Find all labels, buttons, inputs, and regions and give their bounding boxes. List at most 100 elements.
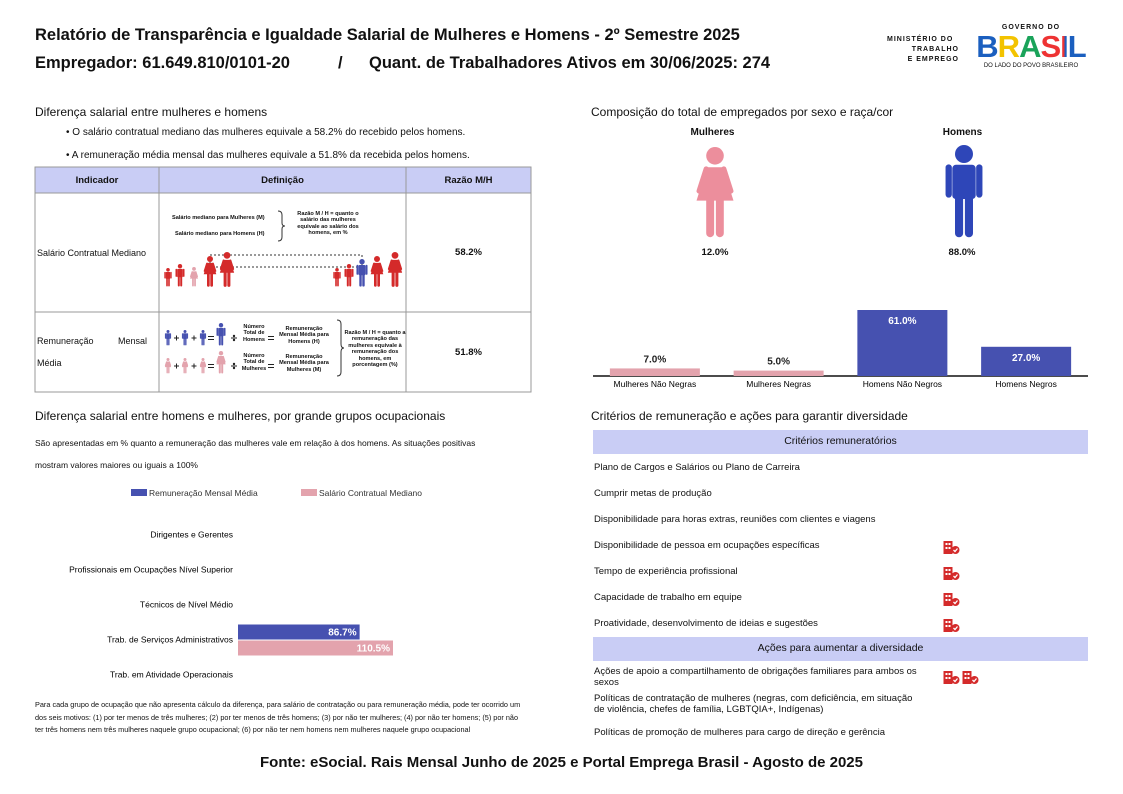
icon xyxy=(943,566,960,580)
person-icon xyxy=(387,252,403,287)
legs xyxy=(192,277,196,287)
section-title: Diferença salarial entre homens e mulher… xyxy=(35,409,446,423)
person-icon xyxy=(190,267,198,287)
operator xyxy=(191,363,197,369)
plus xyxy=(191,363,197,369)
ministry-line: TRABALHO xyxy=(911,46,959,53)
legs xyxy=(183,338,187,346)
legs xyxy=(706,194,724,238)
legs xyxy=(374,272,380,287)
plus xyxy=(174,363,179,369)
diagram-text: Razão M / H = quanto o salário das mulhe… xyxy=(297,211,359,237)
diagram-text: Salário mediano para Homens (H) xyxy=(175,231,265,237)
legs xyxy=(201,338,205,346)
legs xyxy=(223,270,231,287)
bar xyxy=(238,624,360,640)
legs xyxy=(955,193,973,238)
head xyxy=(391,252,399,259)
dot xyxy=(232,366,236,370)
value-label: 61.0% xyxy=(888,316,916,327)
bar xyxy=(857,310,948,376)
person-icon xyxy=(219,252,235,287)
criterion: Tempo de experiência profissional xyxy=(594,566,738,577)
person-icon xyxy=(216,323,226,346)
legs xyxy=(359,273,365,287)
body xyxy=(952,164,976,199)
icon xyxy=(962,670,979,684)
head xyxy=(374,256,380,262)
subtitle: São apresentadas em % quanto a remuneraç… xyxy=(35,438,476,470)
person-icon xyxy=(356,259,368,287)
arms xyxy=(199,333,207,339)
row-label: Remuneração Mensal Média xyxy=(37,336,147,368)
legs xyxy=(177,275,183,287)
equals xyxy=(268,364,274,368)
actions-header-bg xyxy=(593,637,1088,661)
bullet: • A remuneração média mensal das mulhere… xyxy=(66,150,470,161)
operator xyxy=(191,335,197,341)
legs xyxy=(166,277,170,287)
legend-swatch xyxy=(301,489,317,496)
x-tick-label: Homens Não Negros xyxy=(863,379,942,389)
section-title: Composição do total de empregados por se… xyxy=(591,105,894,119)
head xyxy=(218,351,224,356)
head xyxy=(706,147,724,165)
icon xyxy=(943,592,960,606)
diagram-text: Salário mediano para Mulheres (M) xyxy=(172,215,265,221)
ratio: 51.8% xyxy=(455,346,482,358)
dot xyxy=(232,362,236,366)
icon xyxy=(943,670,960,684)
dot xyxy=(232,334,236,338)
arms xyxy=(216,327,226,336)
y-tick-label: Técnicos de Nível Médio xyxy=(140,600,233,610)
gov-sub: DO LADO DO POVO BRASILEIRO xyxy=(983,63,1079,69)
gov-main: BRASIL xyxy=(976,29,1086,64)
legs xyxy=(183,366,187,374)
bar xyxy=(981,346,1072,376)
equals xyxy=(208,364,214,368)
person-icon xyxy=(945,145,983,238)
row-label: Salário Contratual Mediano xyxy=(37,247,147,258)
operator xyxy=(231,362,237,370)
person-icon xyxy=(333,268,341,287)
legend-swatch xyxy=(131,489,147,496)
icon xyxy=(943,540,960,554)
criterion: Disponibilidade de pessoa em ocupações e… xyxy=(594,540,820,551)
body xyxy=(165,271,171,279)
workers: Quant. de Trabalhadores Ativos em 30/06/… xyxy=(369,54,771,72)
employer: Empregador: 61.649.810/0101-20 xyxy=(35,54,290,72)
gov-logo: GOVERNO DO BRASIL DO LADO DO POVO BRASIL… xyxy=(975,24,1087,69)
legs xyxy=(201,366,205,374)
column-header: Indicador xyxy=(75,174,119,186)
operator xyxy=(231,334,237,342)
diagram-text: Razão M / H = quanto a remuneração das m… xyxy=(344,330,406,369)
diagram-text: Número Total de Homens xyxy=(242,324,266,343)
table-header-bg xyxy=(34,166,532,194)
y-tick-label: Profissionais em Ocupações Nível Superio… xyxy=(69,565,233,575)
arms xyxy=(219,259,235,271)
body xyxy=(177,268,183,278)
body xyxy=(166,333,170,339)
legs xyxy=(166,338,170,346)
person-icon xyxy=(696,147,734,238)
person-icon xyxy=(199,358,207,374)
legs xyxy=(218,334,224,346)
person-icon xyxy=(344,264,354,287)
equals xyxy=(268,336,274,340)
ministry-line: E EMPREGO xyxy=(907,56,959,63)
arms xyxy=(181,361,189,366)
body xyxy=(346,268,352,278)
arms xyxy=(333,271,341,279)
head xyxy=(335,268,339,272)
ratio: 58.2% xyxy=(455,247,482,258)
head xyxy=(223,252,231,259)
person-icon xyxy=(216,351,226,374)
women-label: Mulheres xyxy=(690,127,735,138)
head xyxy=(166,268,170,272)
arms xyxy=(356,264,368,275)
person-icon xyxy=(203,256,217,287)
arms xyxy=(370,262,384,272)
criteria-header-bg xyxy=(593,430,1088,454)
